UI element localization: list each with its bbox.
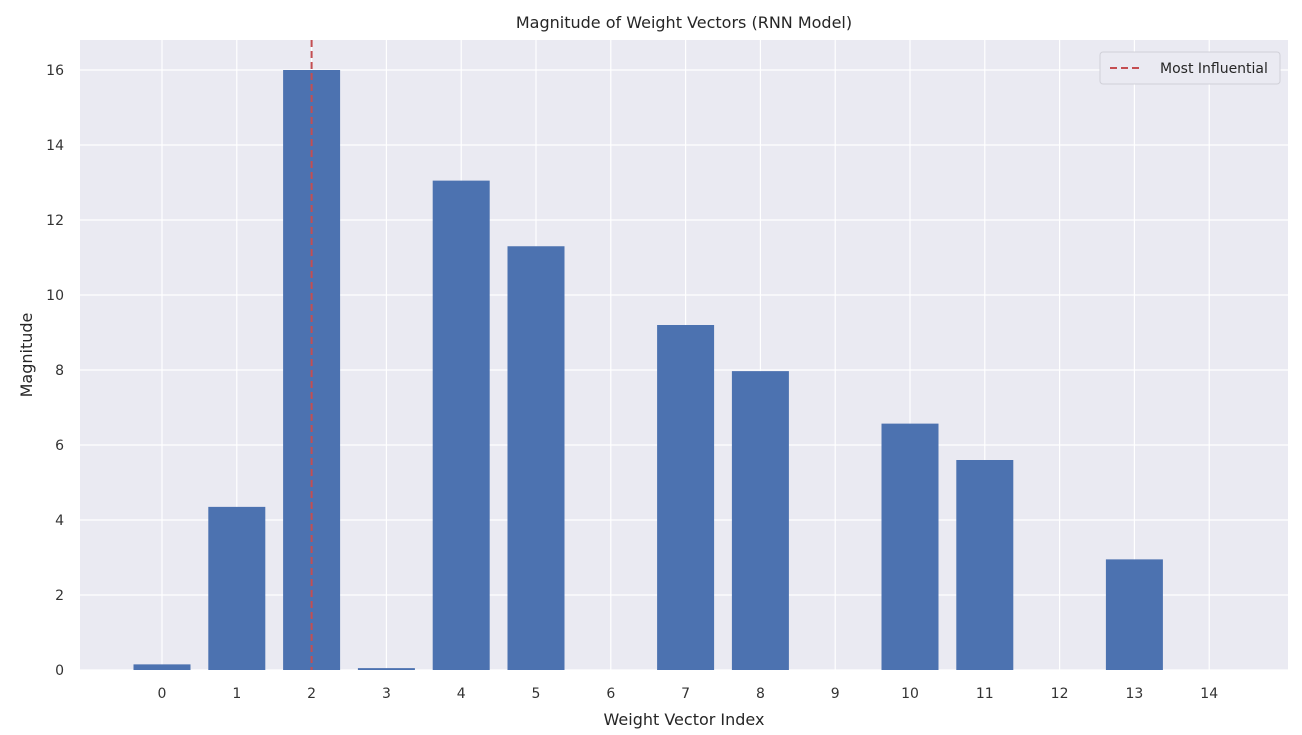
x-tick-label: 1 [232,686,241,702]
bar-7 [657,325,715,670]
y-axis-label: Magnitude [17,313,36,398]
x-tick-label: 7 [681,686,690,702]
bar-10 [881,423,939,670]
y-tick-label: 12 [46,213,64,229]
bars [133,70,1163,670]
chart-title: Magnitude of Weight Vectors (RNN Model) [516,13,852,32]
y-tick-label: 2 [55,588,64,604]
y-tick-label: 0 [55,663,64,679]
x-tick-label: 5 [532,686,541,702]
x-tick-labels: 0 1 2 3 4 5 6 7 8 9 10 11 12 13 14 [158,686,1219,702]
legend-label-most-influential: Most Influential [1160,61,1268,77]
y-tick-label: 8 [55,363,64,379]
x-axis-label: Weight Vector Index [604,710,765,729]
x-tick-label: 9 [831,686,840,702]
x-tick-label: 8 [756,686,765,702]
bar-13 [1105,559,1163,670]
bar-3 [357,668,415,670]
bar-1 [208,506,266,670]
y-tick-labels: 0 2 4 6 8 10 12 14 16 [46,63,64,679]
x-tick-label: 0 [158,686,167,702]
y-tick-label: 6 [55,438,64,454]
x-tick-label: 6 [606,686,615,702]
legend: Most Influential [1099,51,1281,85]
x-tick-label: 13 [1125,686,1143,702]
x-tick-label: 10 [901,686,919,702]
legend-box [1099,51,1281,85]
x-tick-label: 11 [976,686,994,702]
bar-11 [956,460,1014,670]
y-tick-label: 10 [46,288,64,304]
y-tick-label: 4 [55,513,64,529]
bar-8 [731,371,789,670]
x-tick-label: 2 [307,686,316,702]
y-tick-label: 16 [46,63,64,79]
x-tick-label: 14 [1200,686,1218,702]
bar-4 [432,180,490,670]
x-tick-label: 3 [382,686,391,702]
x-tick-label: 12 [1051,686,1069,702]
bar-5 [507,246,565,670]
bar-0 [133,664,191,670]
y-tick-label: 14 [46,138,64,154]
x-tick-label: 4 [457,686,466,702]
